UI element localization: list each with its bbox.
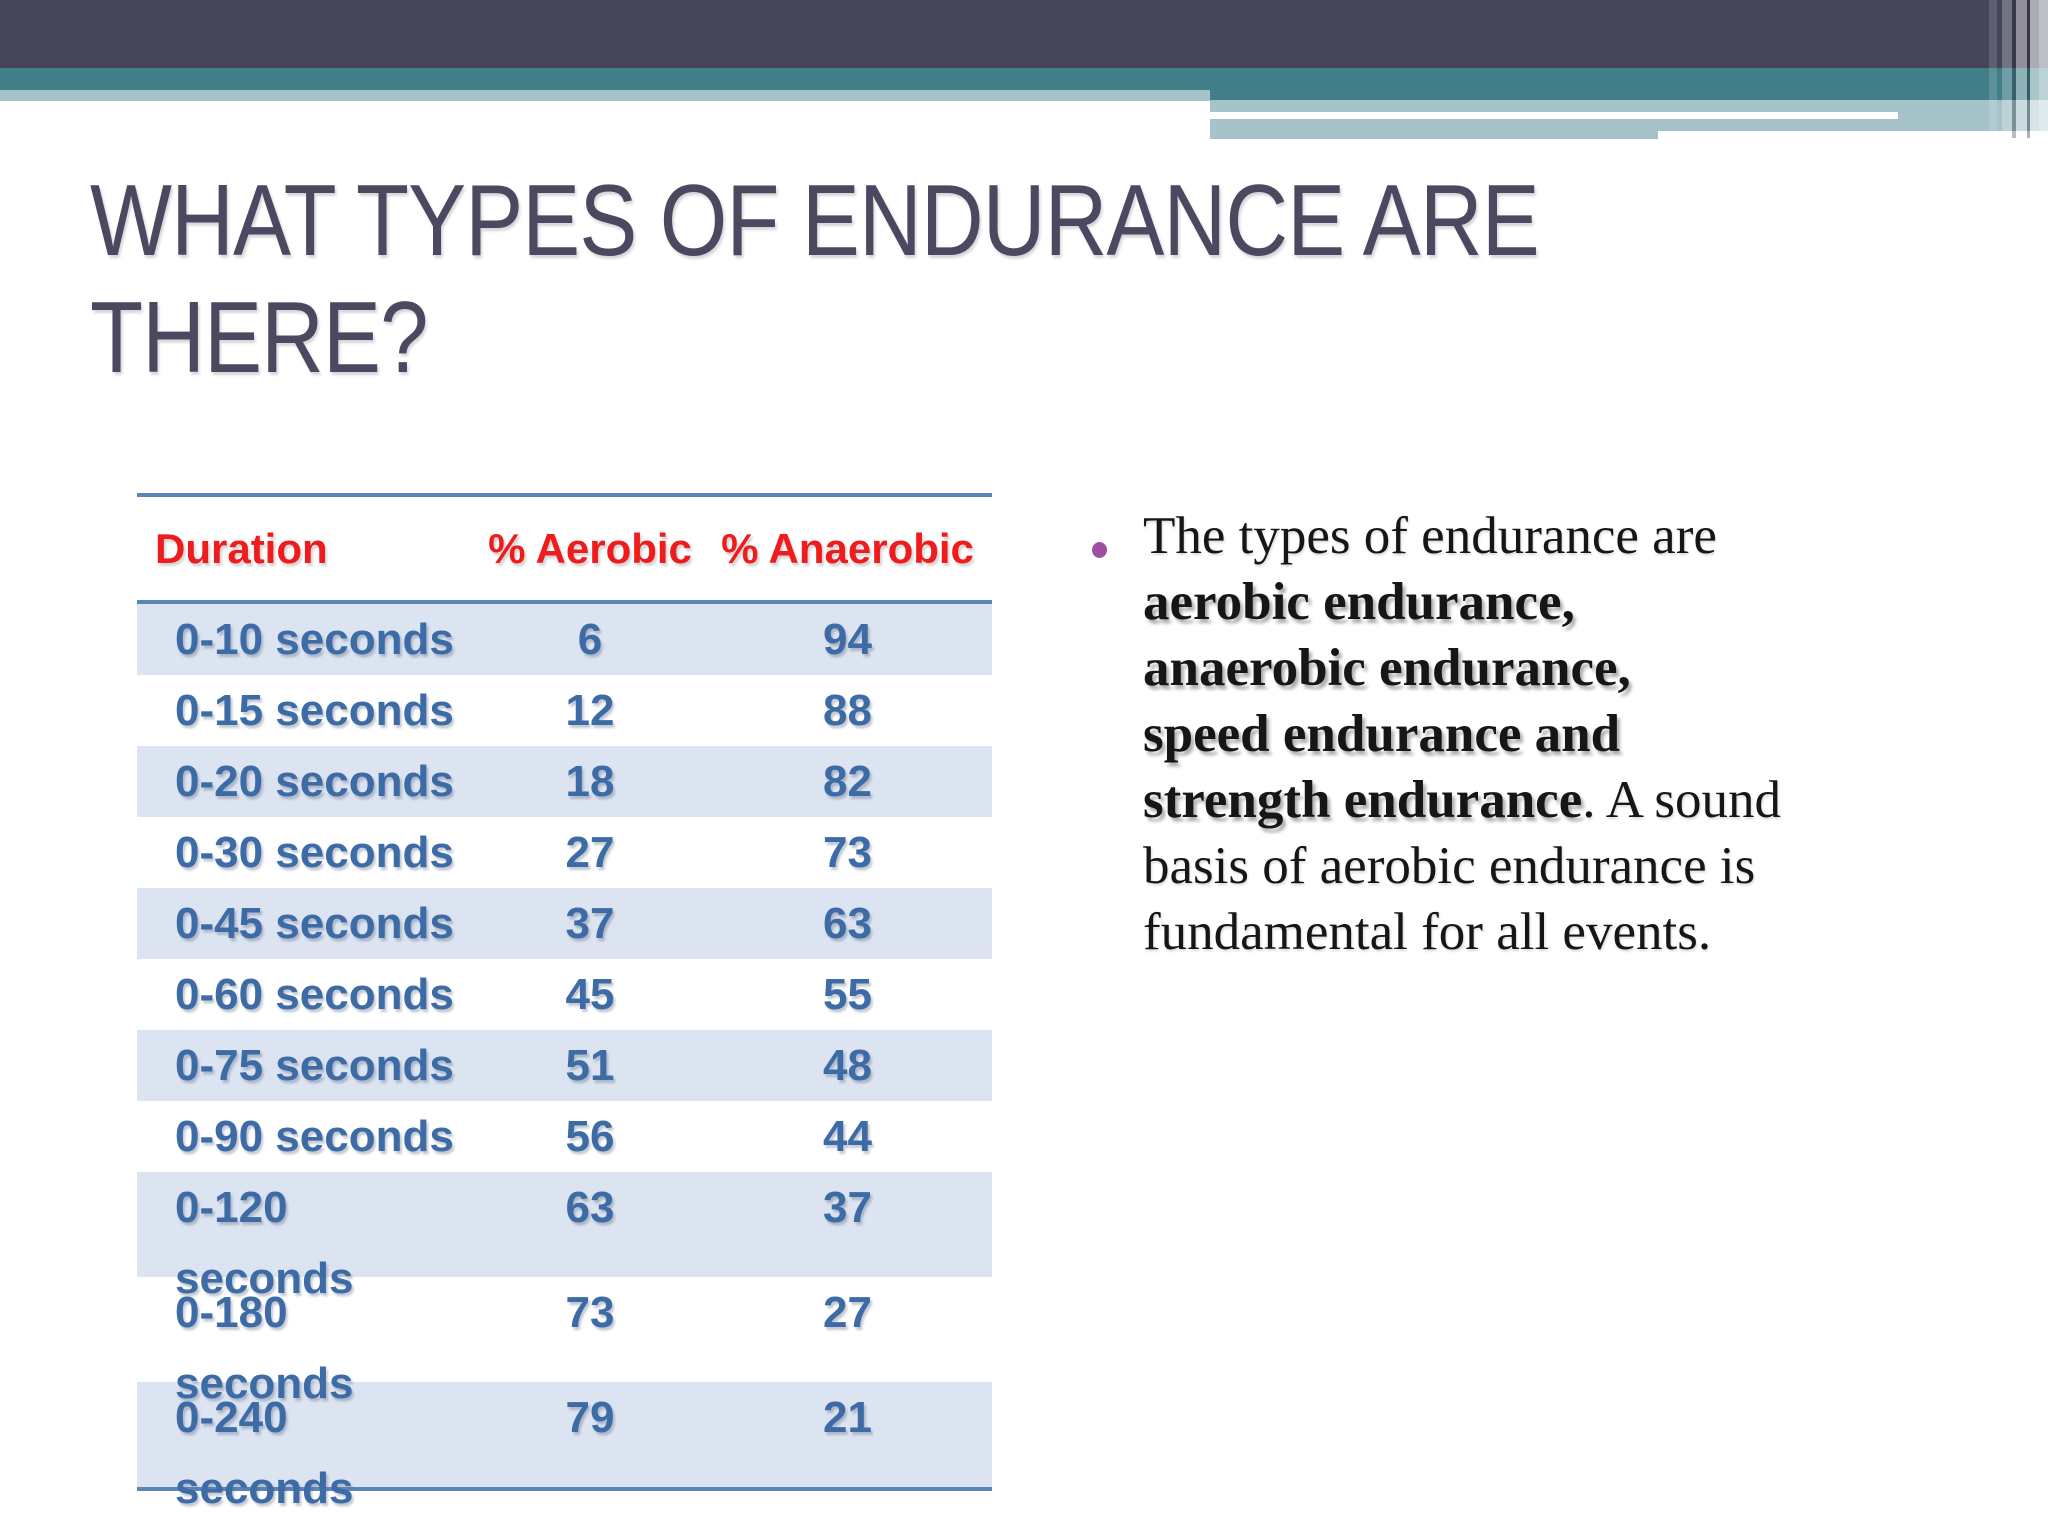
cell-aerobic: 27	[565, 827, 615, 877]
slide-title: WHAT TYPES OF ENDURANCE ARE THERE?	[90, 163, 1540, 397]
cell-anaerobic: 37	[823, 1183, 872, 1232]
cell-duration: 0-15 seconds	[175, 685, 454, 735]
top-block-right-step	[1210, 131, 1658, 139]
table-row: 0-15 seconds 12 88	[137, 675, 992, 746]
table-header-underline	[137, 600, 992, 604]
cell-duration: 0-60 seconds	[175, 969, 454, 1019]
corner-stripes	[1985, 0, 2048, 138]
cell-aerobic: 45	[565, 969, 615, 1019]
top-bar-dark	[0, 0, 2048, 68]
cell-anaerobic: 73	[823, 827, 872, 877]
bullet-text-line: fundamental for all events.	[1143, 903, 1712, 961]
cell-aerobic: 6	[577, 614, 603, 664]
table-body: 0-10 seconds 6 94 0-15 seconds 12 88 0-20 seco…	[137, 604, 992, 1513]
cell-aerobic: 73	[565, 1288, 615, 1337]
bullet-text-line: strength endurance. A sound	[1143, 771, 1782, 829]
table-row: 0-60 seconds 45 55	[137, 959, 992, 1030]
cell-duration: 0-240 seconds	[175, 1393, 354, 1513]
cell-anaerobic: 82	[823, 756, 872, 806]
bullet-text-line: aerobic endurance,	[1143, 573, 1575, 631]
bullet-text-line: speed endurance and	[1143, 705, 1621, 763]
cell-duration: 0-120 seconds	[175, 1183, 354, 1303]
table-row: 0-120 seconds 63 37	[137, 1172, 992, 1303]
table-top-border	[137, 493, 992, 497]
table-row: 0-75 seconds 51 48	[137, 1030, 992, 1101]
cell-duration: 0-10 seconds	[175, 614, 454, 664]
cell-duration: 0-30 seconds	[175, 827, 454, 877]
table-header-row: Duration % Aerobic % Anaerobic	[137, 497, 992, 600]
top-strip-left	[0, 90, 1210, 101]
cell-aerobic: 12	[565, 685, 615, 735]
slide-title-line2: THERE?	[90, 282, 428, 394]
cell-anaerobic: 27	[823, 1288, 872, 1337]
cell-duration: 0-45 seconds	[175, 898, 454, 948]
cell-aerobic: 56	[565, 1111, 615, 1161]
cell-anaerobic: 63	[823, 898, 872, 948]
bullet-text-line: anaerobic endurance,	[1143, 639, 1631, 697]
cell-anaerobic: 48	[823, 1040, 872, 1090]
table-row: 0-90 seconds 56 44	[137, 1101, 992, 1172]
table-row: 0-20 seconds 18 82	[137, 746, 992, 817]
bullet-text-line: The types of endurance are	[1143, 507, 1717, 565]
header-anaerobic: % Anaerobic	[721, 524, 974, 572]
slide-title-line1: WHAT TYPES OF ENDURANCE ARE	[90, 165, 1540, 277]
cell-aerobic: 79	[565, 1393, 615, 1442]
cell-aerobic: 51	[565, 1040, 615, 1090]
table-bottom-border	[137, 1487, 992, 1491]
cell-duration: 0-90 seconds	[175, 1111, 454, 1161]
bullet-text-line: basis of aerobic endurance is	[1143, 837, 1756, 895]
cell-aerobic: 18	[565, 756, 615, 806]
bullet-text: The types of endurance are aerobic endura…	[1143, 503, 2043, 965]
cell-anaerobic: 88	[823, 685, 872, 735]
cell-duration: 0-180 seconds	[175, 1288, 354, 1408]
cell-aerobic: 63	[565, 1183, 615, 1232]
cell-aerobic: 37	[565, 898, 615, 948]
header-aerobic: % Aerobic	[488, 524, 692, 572]
header-duration: Duration	[155, 524, 328, 572]
table-row: 0-180 seconds 73 27	[137, 1277, 992, 1408]
table-row: 0-45 seconds 37 63	[137, 888, 992, 959]
table-row: 0-10 seconds 6 94	[137, 604, 992, 675]
table-row: 0-30 seconds 27 73	[137, 817, 992, 888]
table-row: 0-240 seconds 79 21	[137, 1382, 992, 1513]
cell-anaerobic: 44	[823, 1111, 872, 1161]
endurance-table: Duration % Aerobic % Anaerobic 0-10 seco…	[137, 493, 992, 1513]
bullet-marker	[1092, 542, 1107, 558]
cell-anaerobic: 21	[823, 1393, 872, 1442]
top-white-strip	[1210, 112, 1898, 119]
cell-duration: 0-75 seconds	[175, 1040, 454, 1090]
cell-duration: 0-20 seconds	[175, 756, 454, 806]
cell-anaerobic: 55	[823, 969, 872, 1019]
cell-anaerobic: 94	[823, 614, 872, 664]
